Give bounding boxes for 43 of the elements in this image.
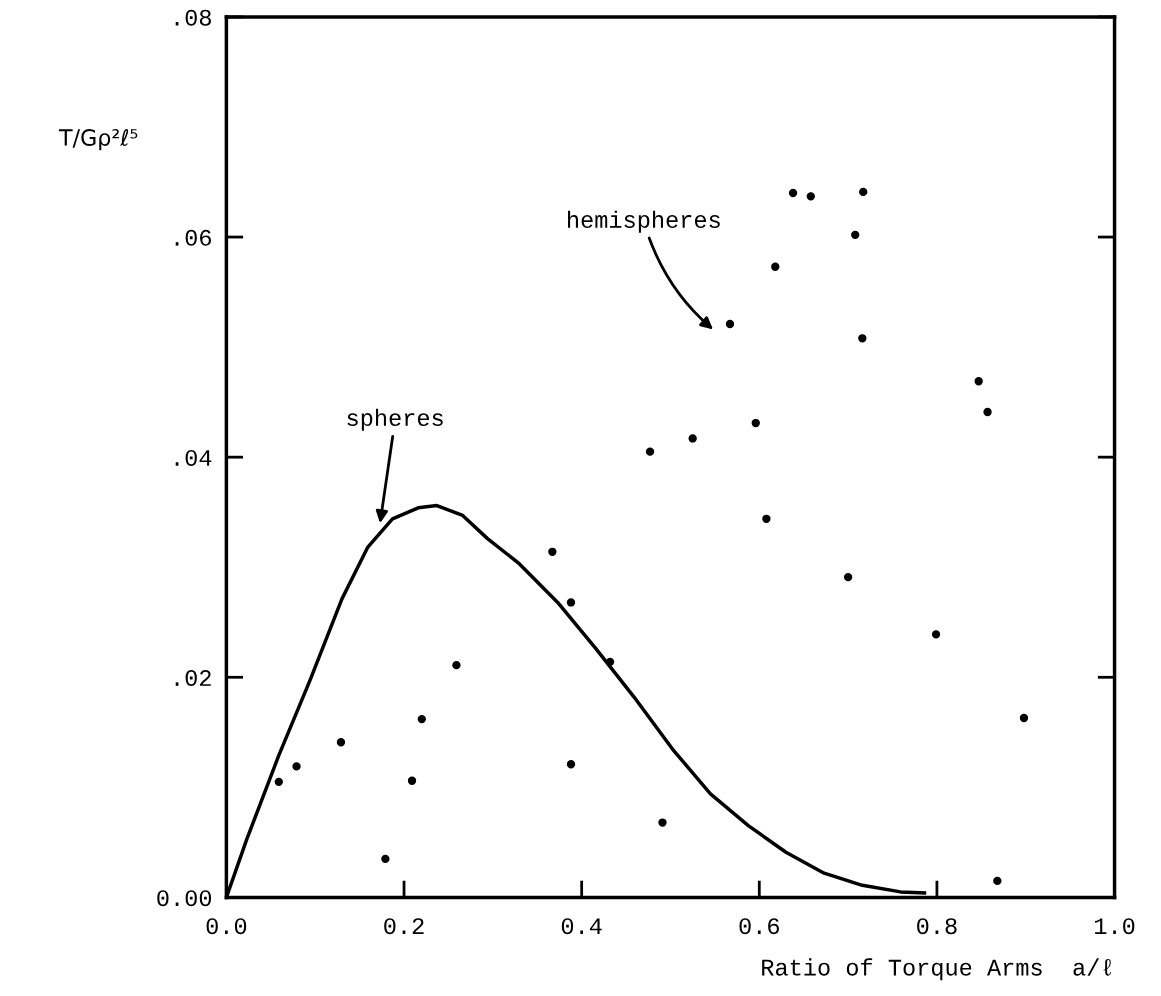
x-tick-label: 0.2 [384, 918, 424, 935]
y-tick-label: .08 [175, 9, 211, 26]
point [931, 630, 941, 639]
point [751, 418, 760, 428]
x-tick-label: 1.0 [1095, 918, 1135, 935]
annotation: spheres [347, 408, 443, 431]
point [417, 714, 426, 724]
point [859, 187, 868, 197]
x-axis-title: Ratio of Torque Arms a/ℓ [762, 958, 1112, 981]
point [843, 572, 853, 582]
y-tick-label: 0.00 [157, 890, 212, 907]
point [381, 854, 390, 864]
annotation: hemispheres [568, 210, 720, 233]
point [762, 514, 771, 523]
point [788, 188, 798, 198]
point [974, 377, 983, 386]
point [566, 760, 576, 769]
point [688, 434, 697, 443]
point [983, 407, 992, 417]
x-tick-label: 0.6 [739, 918, 780, 935]
point [806, 192, 815, 201]
point [771, 262, 780, 271]
point [274, 777, 283, 787]
y-tick-label: .06 [175, 229, 211, 246]
point [645, 447, 655, 456]
point [292, 762, 301, 771]
point [851, 230, 860, 240]
point [452, 661, 461, 670]
x-tick-label: 0.4 [561, 918, 602, 935]
point [336, 738, 346, 747]
x-tick-label: 0.8 [917, 918, 957, 935]
y-tick-label: .04 [175, 449, 212, 466]
y-tick-label: .02 [175, 670, 211, 687]
point [566, 598, 576, 607]
y-axis-title: T/Gρ²ℓ⁵ [58, 129, 138, 151]
point [548, 547, 557, 556]
point [993, 876, 1002, 886]
point [1019, 713, 1029, 723]
point [658, 818, 667, 827]
point [725, 319, 735, 329]
point [407, 776, 417, 785]
x-tick-label: 0.0 [206, 918, 247, 935]
point [858, 334, 867, 343]
